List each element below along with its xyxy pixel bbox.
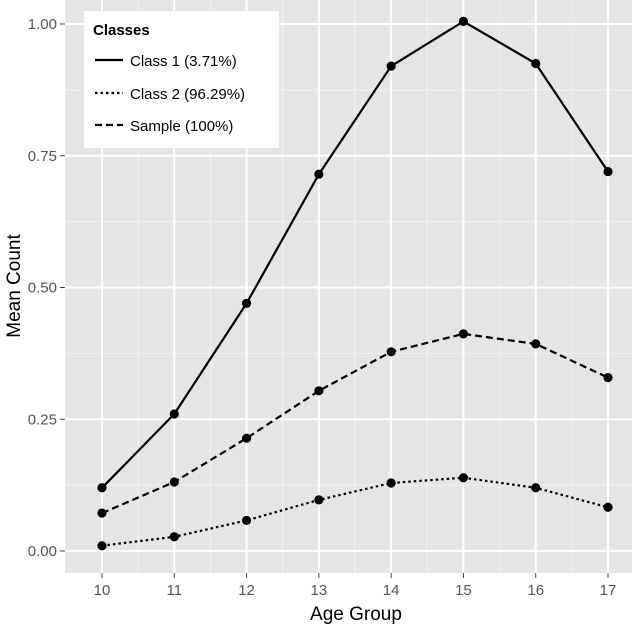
data-point-class-2 <box>314 495 324 505</box>
data-point-class-2 <box>97 541 107 551</box>
data-point-sample <box>241 433 252 443</box>
y-tick-label: 1.00 <box>28 16 57 33</box>
legend-box <box>84 11 279 148</box>
data-point-class-1 <box>169 409 179 419</box>
data-point-class-1 <box>386 61 396 71</box>
legend-title: Classes <box>93 22 150 39</box>
x-tick-label: 10 <box>94 582 111 599</box>
series-line-sample <box>101 332 609 515</box>
data-point-class-1 <box>531 58 541 69</box>
x-axis: 10 11 12 13 14 15 16 17 <box>94 573 617 599</box>
series-layer <box>97 16 613 551</box>
data-point-sample <box>97 508 107 518</box>
data-point-class-2 <box>603 502 613 512</box>
data-point-class-2 <box>386 478 396 488</box>
x-tick-label: 12 <box>238 582 255 599</box>
x-axis-title: Age Group <box>310 604 402 625</box>
x-tick-label: 15 <box>455 582 472 599</box>
data-point-class-1 <box>241 298 252 308</box>
series-line-class-2 <box>101 476 609 547</box>
grid-lines <box>65 0 632 573</box>
y-axis-title: Mean Count <box>4 234 25 338</box>
data-point-sample <box>386 347 396 357</box>
data-point-sample <box>603 373 613 383</box>
y-tick-label: 0.75 <box>28 148 57 165</box>
data-point-sample <box>169 477 179 487</box>
x-tick-label: 14 <box>383 582 400 599</box>
data-point-class-2 <box>531 483 541 493</box>
legend: Classes Class 1 (3.71%) Class 2 (96.29%)… <box>84 11 279 148</box>
data-point-class-1 <box>603 166 613 177</box>
data-point-class-2 <box>458 473 469 483</box>
data-point-class-1 <box>314 169 324 179</box>
data-point-sample <box>531 339 541 349</box>
legend-label-class-2: Class 2 (96.29%) <box>130 86 245 103</box>
series-line-class-1 <box>101 20 609 489</box>
data-point-class-1 <box>458 16 469 26</box>
legend-label-class-1: Class 1 (3.71%) <box>130 53 237 70</box>
y-tick-label: 0.00 <box>28 543 57 560</box>
y-tick-label: 0.50 <box>28 280 57 297</box>
x-tick-label: 17 <box>600 582 617 599</box>
x-tick-label: 11 <box>166 582 182 599</box>
data-point-class-2 <box>241 515 252 526</box>
data-point-class-2 <box>169 532 179 542</box>
data-point-class-1 <box>97 483 107 493</box>
x-tick-label: 16 <box>527 582 544 599</box>
data-point-sample <box>458 329 469 339</box>
data-point-sample <box>314 386 324 396</box>
y-axis: 0.00 0.25 0.50 0.75 1.00 <box>28 16 65 560</box>
legend-label-sample: Sample (100%) <box>130 118 233 135</box>
x-tick-label: 13 <box>311 582 328 599</box>
y-tick-label: 0.25 <box>28 411 57 428</box>
